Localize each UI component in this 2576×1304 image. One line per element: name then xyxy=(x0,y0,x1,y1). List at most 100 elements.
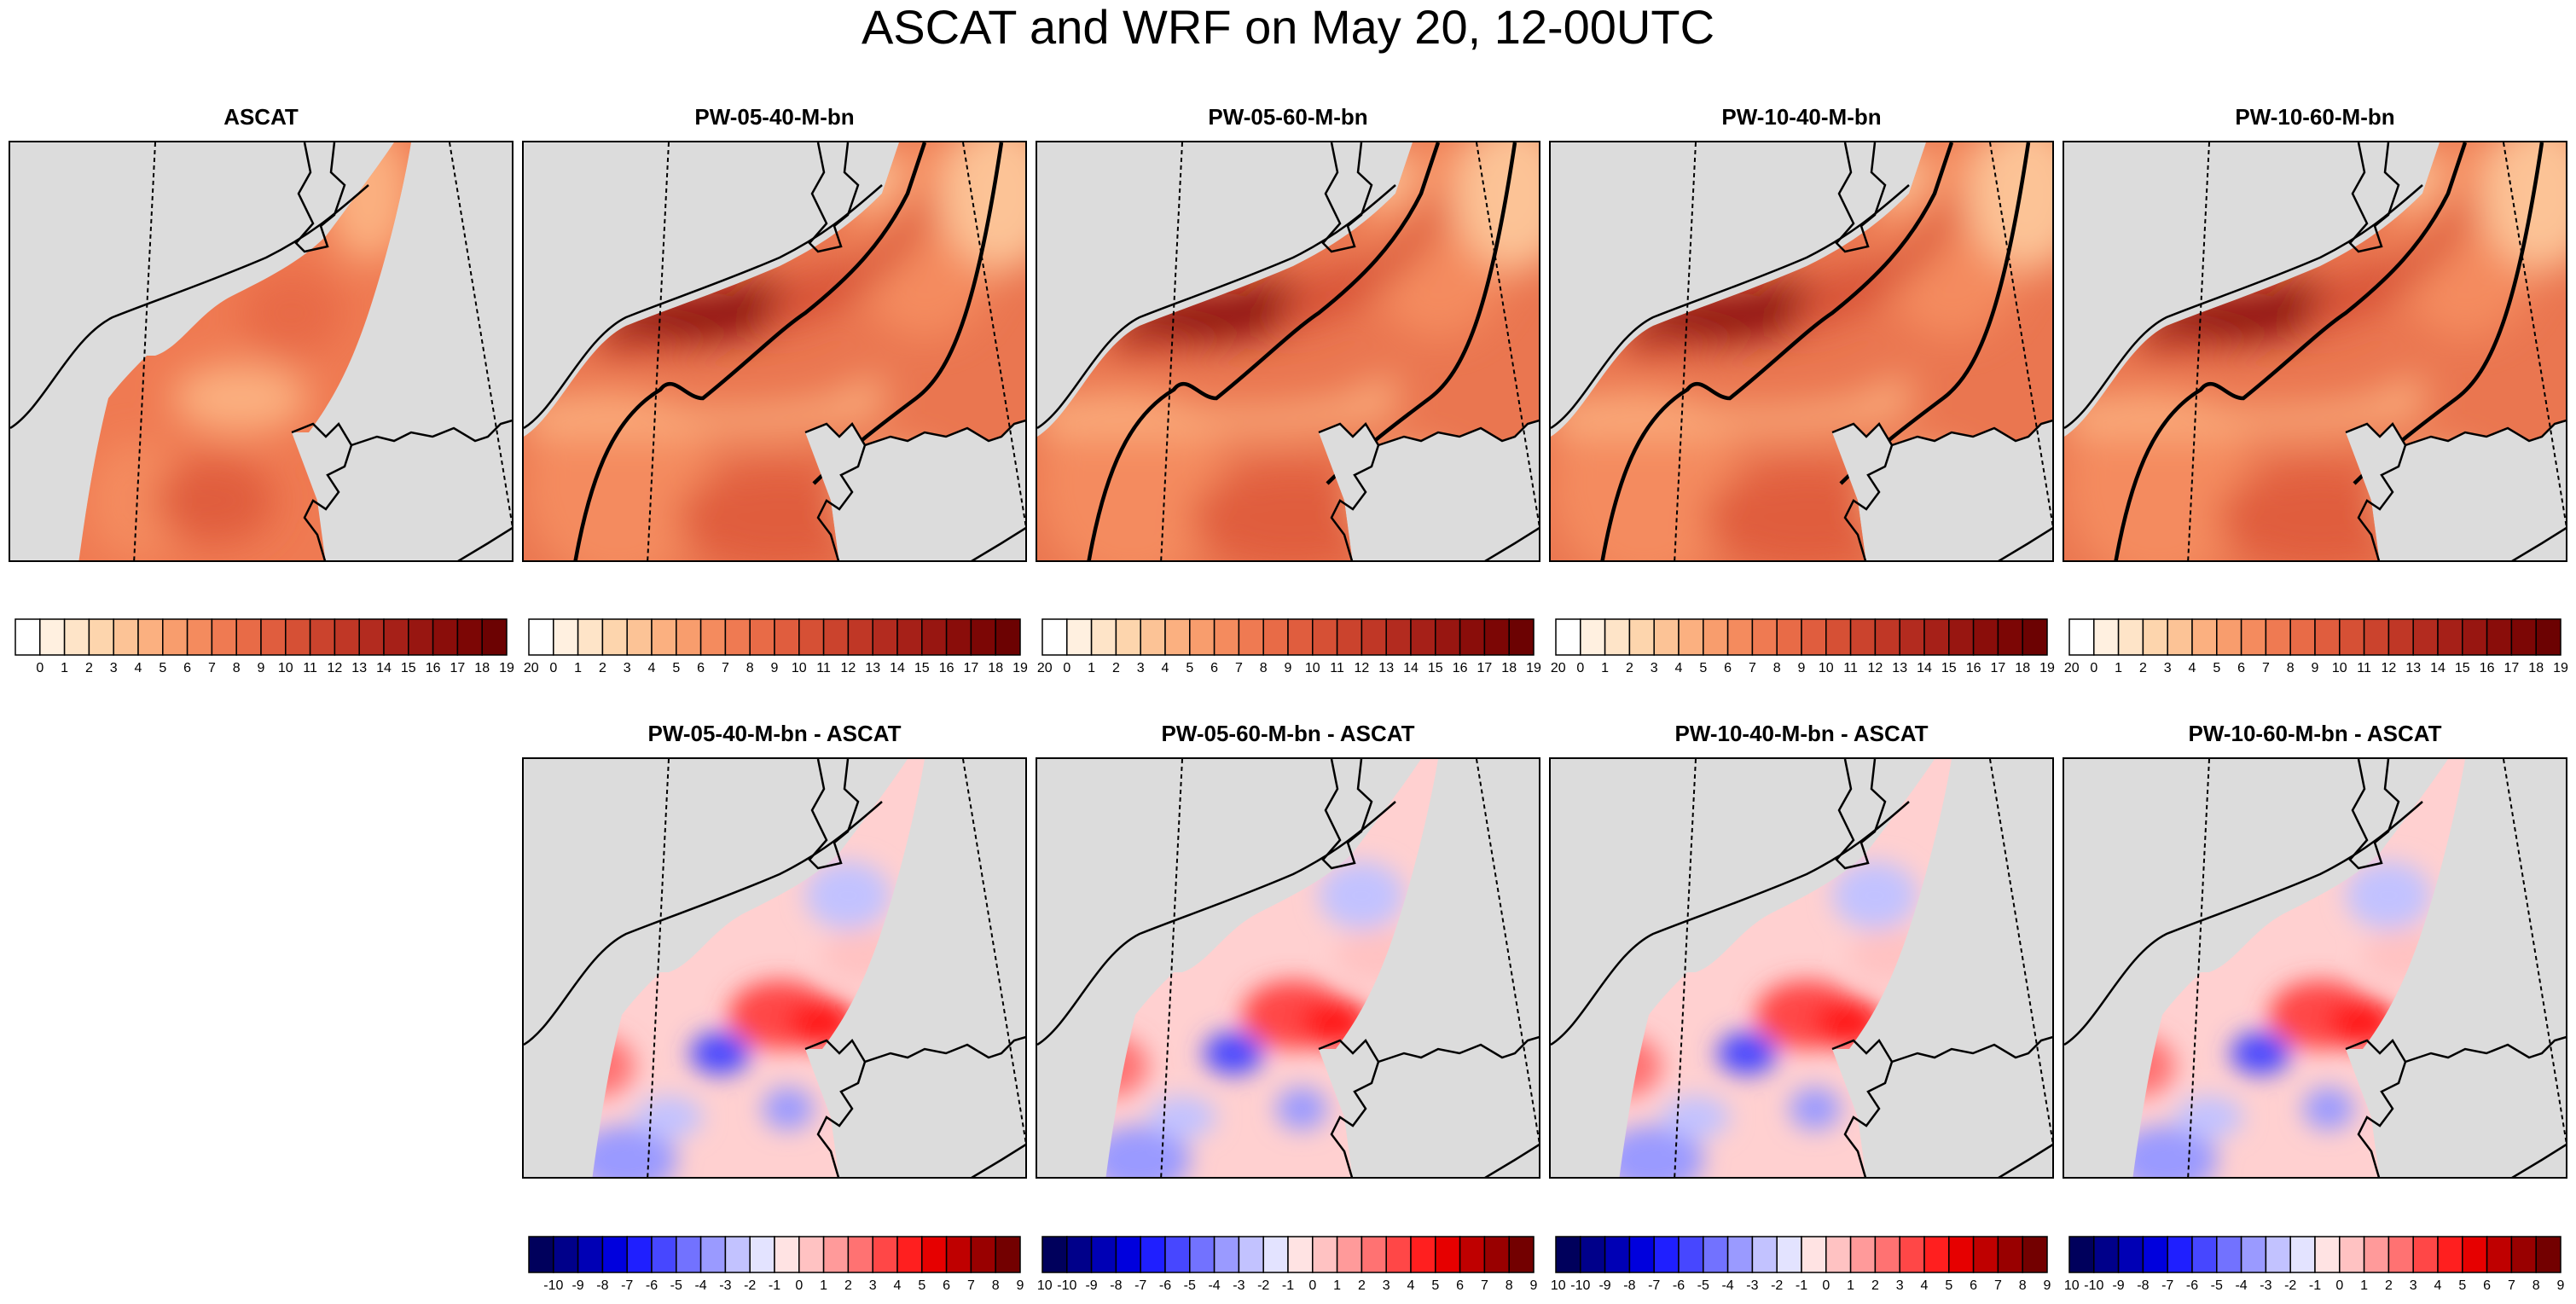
colorbar-box xyxy=(1508,1236,1535,1273)
colorbar-box xyxy=(1483,618,1510,656)
colorbar-box xyxy=(2486,618,2513,656)
colorbar-tick-label: -9 xyxy=(571,1278,583,1293)
colorbar-tick-label: 5 xyxy=(1186,661,1193,675)
colorbar-tick-label: 2 xyxy=(2139,661,2147,675)
coastline xyxy=(1831,1035,2052,1177)
colorbar-tick-label: 13 xyxy=(1892,661,1907,675)
colorbar-box xyxy=(1213,618,1240,656)
colorbar-tick-label: 5 xyxy=(1431,1278,1439,1293)
colorbar-box xyxy=(724,1236,751,1273)
colorbar-tick-label: 1 xyxy=(820,1278,827,1293)
colorbar-box xyxy=(921,1236,948,1273)
meridian-line xyxy=(2187,759,2210,1177)
colorbar-box xyxy=(1972,1236,1999,1273)
colorbar-tick-label: 6 xyxy=(1210,661,1218,675)
colorbar-box xyxy=(2022,618,2048,656)
coastline xyxy=(1318,419,1539,560)
colorbar-box xyxy=(1628,618,1655,656)
colorbar-box xyxy=(1385,618,1412,656)
colorbar-box xyxy=(822,1236,850,1273)
colorbar-box xyxy=(1874,618,1900,656)
colorbar-box xyxy=(2387,618,2414,656)
colorbar-tick-label: 2 xyxy=(1871,1278,1879,1293)
colorbar-box xyxy=(1090,618,1117,656)
colorbar-tick-label: 0 xyxy=(2090,661,2097,675)
colorbar-tick-label: 3 xyxy=(1896,1278,1904,1293)
colorbar-box xyxy=(1090,1236,1117,1273)
colorbar-tick-label: 1 xyxy=(1847,1278,1854,1293)
map-panel xyxy=(1036,757,1540,1179)
colorbar-tick-label: 0 xyxy=(1308,1278,1316,1293)
panel-title: PW-10-60-M-bn xyxy=(2235,104,2395,130)
colorbar-tick-label: 18 xyxy=(2528,661,2544,675)
colorbar-box xyxy=(2142,1236,2168,1273)
colorbar-tick-label: 5 xyxy=(1945,1278,1952,1293)
colorbar-tick-label: -1 xyxy=(1796,1278,1807,1293)
colorbar-tick-label: 3 xyxy=(1651,661,1658,675)
colorbar-box xyxy=(432,618,459,656)
coastline xyxy=(808,759,860,870)
colorbar-box xyxy=(1555,1236,1581,1273)
colorbar-tick-label: 13 xyxy=(351,661,367,675)
colorbar-tick-label: 7 xyxy=(1749,661,1756,675)
colorbar-tick-label: -1 xyxy=(1282,1278,1294,1293)
colorbar-box xyxy=(1997,618,2023,656)
colorbar-box xyxy=(2240,1236,2267,1273)
colorbar-tick-label: 5 xyxy=(2458,1278,2466,1293)
colorbar-box xyxy=(2191,1236,2218,1273)
colorbar-box xyxy=(1923,1236,1950,1273)
colorbar-box xyxy=(2314,618,2341,656)
colorbar-tick-label: 16 xyxy=(1966,661,1981,675)
colorbar-box xyxy=(1703,1236,1729,1273)
colorbar-tick-label: 4 xyxy=(1921,1278,1929,1293)
colorbar-box xyxy=(798,618,825,656)
colorbar-tick-label: 9 xyxy=(1285,661,1292,675)
colorbar-box xyxy=(2339,618,2365,656)
colorbar-box xyxy=(1604,618,1631,656)
panel-title: PW-10-40-M-bn xyxy=(1721,104,1882,130)
colorbar-tick-label: 10 xyxy=(1305,661,1320,675)
coastline xyxy=(2345,1035,2566,1177)
colorbar-tick-label: -4 xyxy=(1721,1278,1733,1293)
meridian-line xyxy=(647,142,670,560)
colorbar-box xyxy=(1899,1236,1925,1273)
colorbar-tick-label: 20 xyxy=(524,661,539,675)
coastline xyxy=(1321,142,1373,253)
meridian-line xyxy=(962,142,1025,528)
colorbar-tick-label: 7 xyxy=(967,1278,975,1293)
colorbar-tick-label: 8 xyxy=(746,661,754,675)
colorbar-box xyxy=(1115,1236,1141,1273)
colorbar-box xyxy=(2437,618,2463,656)
map-panel xyxy=(522,757,1027,1179)
colorbar-box xyxy=(1825,1236,1852,1273)
colorbar-tick-label: 1 xyxy=(1601,661,1609,675)
colorbar-box xyxy=(408,618,434,656)
colorbar-tick-label: 7 xyxy=(1235,661,1243,675)
colorbar-box xyxy=(2289,618,2316,656)
colorbar-box xyxy=(528,618,554,656)
colorbar-tick-label: 11 xyxy=(816,661,831,675)
colorbar-tick-label: 0 xyxy=(1576,661,1584,675)
colorbar-tick-label: 19 xyxy=(2553,661,2568,675)
colorbar-tick-label: 17 xyxy=(450,661,466,675)
colorbar-box xyxy=(1410,618,1436,656)
coastline xyxy=(804,419,1025,560)
colorbar-box xyxy=(2437,1236,2463,1273)
coastline xyxy=(294,142,346,253)
coastline xyxy=(808,142,860,253)
colorbar-tick-label: 8 xyxy=(2287,661,2295,675)
colorbar-box xyxy=(285,618,311,656)
colorbar-tick-label: 17 xyxy=(2504,661,2520,675)
colorbar-box xyxy=(1703,618,1729,656)
colorbar-box xyxy=(2240,618,2267,656)
colorbar-box xyxy=(1435,618,1461,656)
map-panel xyxy=(1549,757,2054,1179)
colorbar-box xyxy=(162,618,189,656)
colorbar-box xyxy=(626,1236,653,1273)
colorbar-box xyxy=(309,618,336,656)
coastline xyxy=(524,801,883,1046)
